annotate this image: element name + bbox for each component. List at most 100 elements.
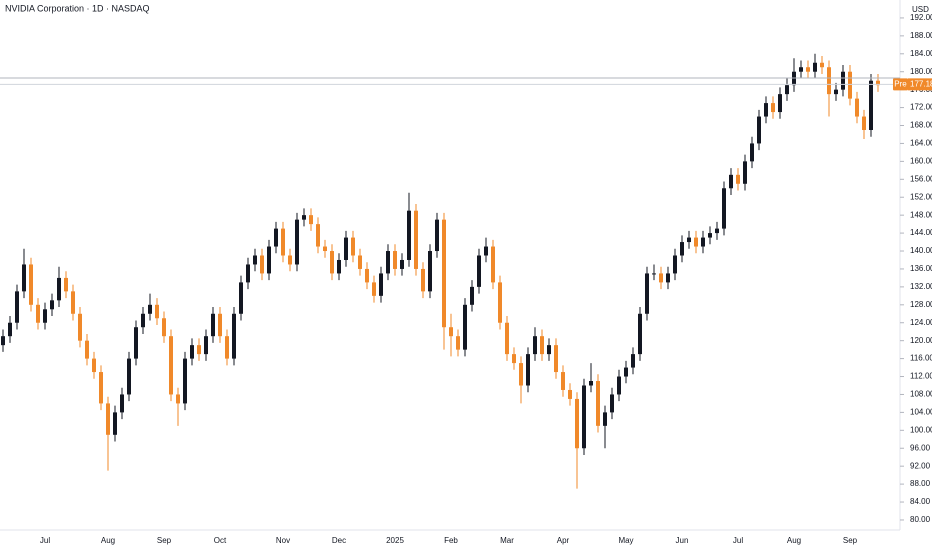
candle-body	[750, 143, 754, 162]
candle-body	[29, 264, 33, 305]
candle-body	[449, 327, 453, 337]
y-tick-label: 96.00	[910, 443, 931, 452]
candle-body	[533, 336, 537, 355]
candle-body	[365, 268, 369, 283]
candle-body	[491, 246, 495, 283]
x-tick-label: Jun	[676, 536, 689, 545]
candle-body	[827, 67, 831, 95]
candle-body	[295, 219, 299, 265]
candle-body	[414, 210, 418, 269]
candle-body	[372, 282, 376, 296]
premarket-price-badge	[908, 78, 932, 91]
candle-body	[148, 304, 152, 314]
candle-body	[617, 376, 621, 395]
candle-body	[64, 277, 68, 292]
candle-body	[337, 259, 341, 274]
candle-body	[351, 237, 355, 256]
candle-body	[169, 336, 173, 395]
y-tick-label: 156.00	[910, 174, 932, 183]
candle-body	[652, 273, 656, 275]
y-tick-label: 144.00	[910, 228, 932, 237]
candle-body	[610, 394, 614, 413]
candle-body	[379, 273, 383, 296]
y-tick-label: 192.00	[910, 13, 932, 22]
candle-body	[330, 251, 334, 274]
candle-body	[162, 318, 166, 337]
candle-body	[15, 291, 19, 323]
x-tick-label: Sep	[157, 536, 172, 545]
candle-body	[708, 233, 712, 238]
candle-body	[92, 358, 96, 373]
candle-body	[99, 372, 103, 404]
y-tick-label: 92.00	[910, 461, 931, 470]
candle-body	[561, 372, 565, 390]
premarket-badge	[893, 78, 908, 91]
candle-body	[239, 282, 243, 314]
candle-body	[701, 237, 705, 247]
y-tick-label: 172.00	[910, 103, 932, 112]
y-tick-label: 152.00	[910, 192, 932, 201]
y-tick-label: 80.00	[910, 515, 931, 524]
premarket-price-label: 177.18	[910, 79, 932, 88]
candle-body	[498, 282, 502, 323]
currency-label: USD	[912, 5, 929, 14]
candle-body	[8, 322, 12, 337]
candle-body	[568, 389, 572, 399]
candle-body	[134, 327, 138, 359]
candle-body	[260, 255, 264, 274]
y-tick-label: 184.00	[910, 49, 932, 58]
candle-body	[344, 237, 348, 260]
candle-body	[834, 89, 838, 95]
x-tick-label: Jul	[40, 536, 50, 545]
candle-body	[484, 246, 488, 256]
candle-body	[22, 264, 26, 292]
candle-body	[309, 215, 313, 225]
candle-body	[302, 215, 306, 220]
candle-body	[246, 264, 250, 283]
x-tick-label: Aug	[101, 536, 115, 545]
candle-body	[778, 94, 782, 113]
candle-body	[274, 228, 278, 247]
candle-body	[393, 251, 397, 269]
x-tick-label: Sep	[843, 536, 858, 545]
candle-body	[869, 80, 873, 130]
y-tick-label: 104.00	[910, 407, 932, 416]
candle-body	[624, 367, 628, 377]
candle-body	[631, 354, 635, 368]
candle-body	[78, 313, 82, 341]
candle-body	[582, 385, 586, 449]
y-tick-label: 128.00	[910, 300, 932, 309]
candle-body	[540, 336, 544, 355]
x-tick-label: 2025	[386, 536, 404, 545]
candle-body	[323, 246, 327, 252]
y-tick-label: 88.00	[910, 479, 931, 488]
candle-body	[43, 309, 47, 323]
x-tick-label: Dec	[332, 536, 346, 545]
candle-body	[407, 210, 411, 260]
candle-body	[470, 286, 474, 305]
candle-body	[176, 394, 180, 404]
y-tick-label: 132.00	[910, 282, 932, 291]
y-tick-label: 140.00	[910, 246, 932, 255]
x-tick-label: Apr	[557, 536, 570, 545]
x-tick-label: Jul	[733, 536, 743, 545]
candle-body	[463, 304, 467, 350]
candle-body	[547, 345, 551, 355]
candle-body	[729, 174, 733, 189]
candle-body	[505, 322, 509, 355]
y-tick-label: 124.00	[910, 318, 932, 327]
candle-body	[820, 62, 824, 68]
y-tick-label: 120.00	[910, 336, 932, 345]
candle-body	[197, 345, 201, 355]
candle-body	[141, 313, 145, 328]
candle-body	[442, 219, 446, 328]
candle-body	[85, 340, 89, 359]
candle-body	[512, 354, 516, 364]
candle-body	[71, 291, 75, 314]
candle-body	[218, 313, 222, 337]
candle-body	[50, 300, 54, 310]
candle-body	[589, 381, 593, 386]
candle-body	[575, 398, 579, 449]
candle-body	[554, 345, 558, 373]
x-tick-label: May	[618, 536, 633, 545]
